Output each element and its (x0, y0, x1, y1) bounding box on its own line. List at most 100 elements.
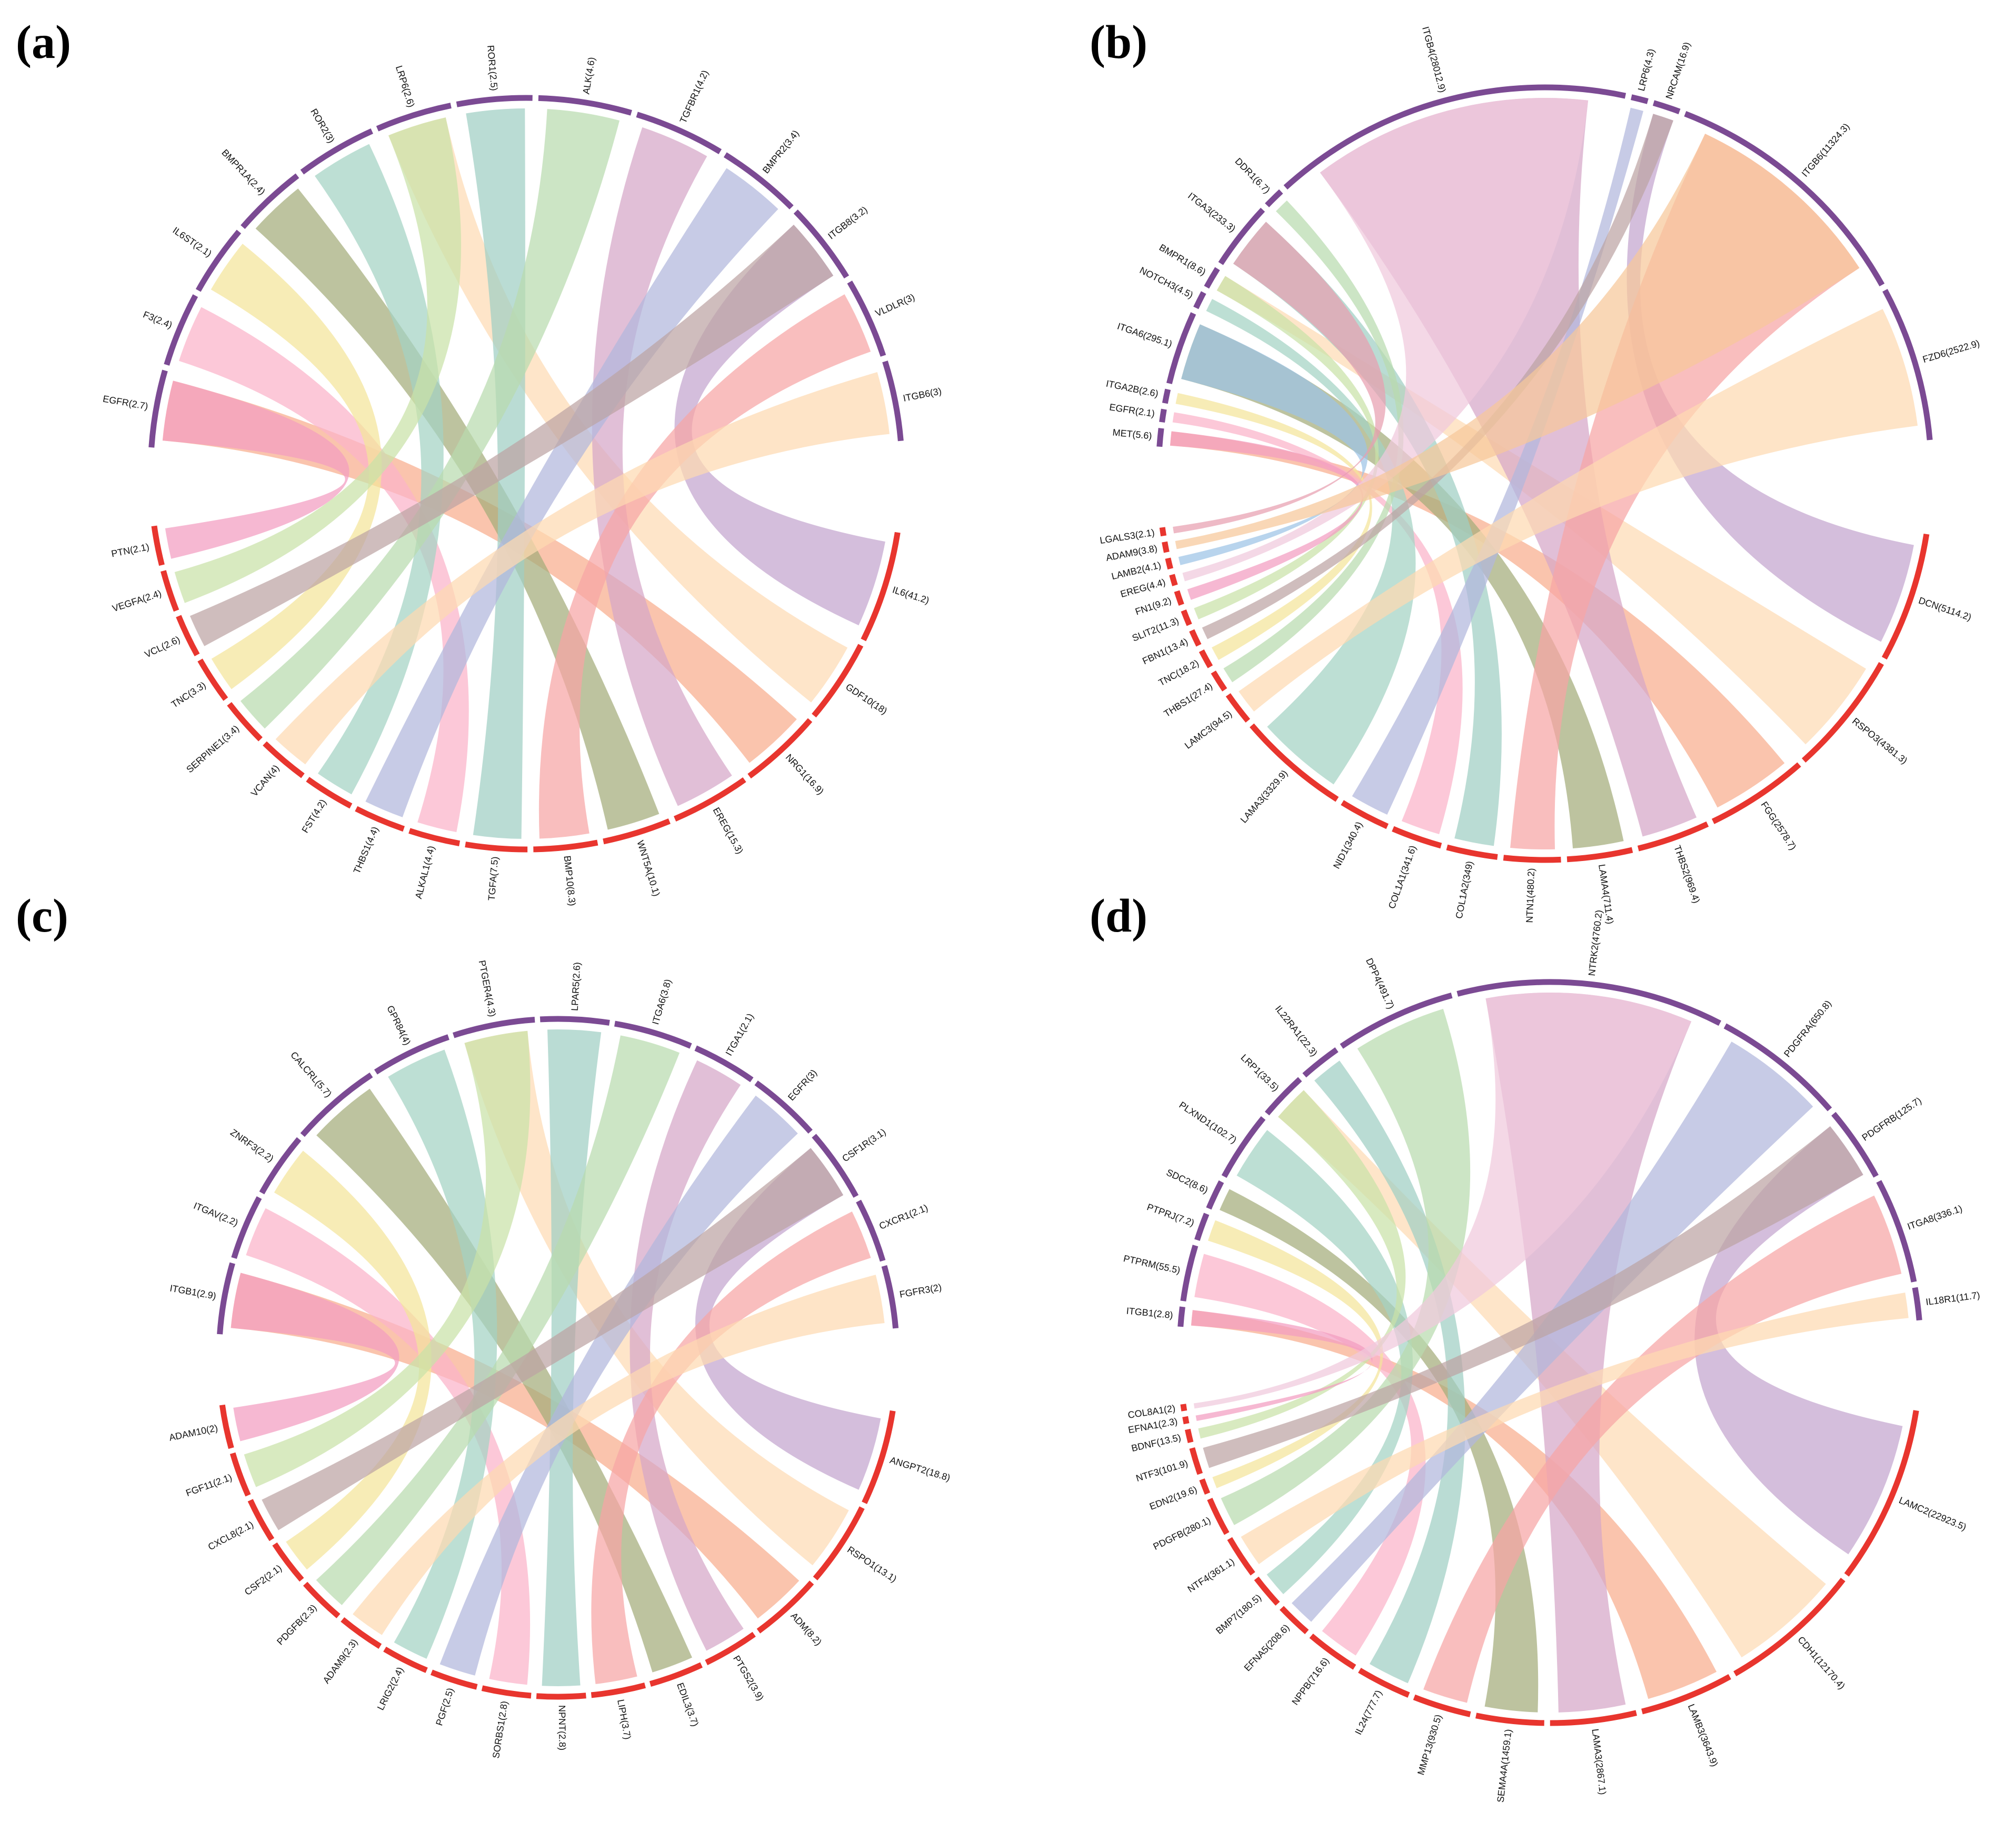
receptor-label: PLXND1(102.7) (1177, 1099, 1239, 1145)
chord-ribbon (1352, 107, 1644, 815)
ligand-label: EDN2(19.6) (1148, 1484, 1199, 1512)
receptor-label: ITGA8(336.1) (1906, 1203, 1964, 1232)
receptor-arc-segment (259, 1137, 302, 1195)
ligand-arc-segment (1566, 847, 1633, 863)
chord-ribbon (1191, 1310, 1373, 1421)
ligand-arc-segment (813, 1506, 865, 1580)
receptor-label: ZNRF3(2.2) (228, 1127, 276, 1164)
ligand-arc-segment (1503, 855, 1561, 863)
ligand-label: VCL(2.6) (143, 634, 182, 660)
receptor-label: LPAR5(2.6) (570, 962, 583, 1012)
ligand-label: CSF2(2.1) (243, 1563, 284, 1597)
ligand-label: SEMA4A(1459.1) (1495, 1729, 1513, 1803)
chord-ribbon (365, 168, 779, 817)
chord-ribbon (275, 372, 890, 765)
chord-ribbon (353, 1275, 885, 1635)
ligand-label: NTF3(101.9) (1135, 1458, 1189, 1484)
ligand-arc-segment (341, 1617, 382, 1649)
ligand-arc-segment (1711, 762, 1801, 824)
ligand-label: CXCL8(2.1) (206, 1519, 255, 1552)
chord-panel-1: (a) ITGB6(3) VLDLR(3) ITGB8(3.2) BMPR2(3.4) T… (16, 16, 942, 906)
ligand-label: LRIG2(2.4) (375, 1665, 406, 1712)
receptor-label: ITGB8(3.2) (826, 204, 870, 241)
chord-ribbons (1191, 993, 1909, 1713)
receptor-arc-segment (164, 294, 198, 366)
ligand-label: NTF4(361.1) (1186, 1556, 1236, 1595)
receptor-arc-segment (754, 1080, 813, 1134)
ligand-label: PGF(2.5) (434, 1687, 456, 1727)
receptor-arc-segment (847, 281, 886, 357)
receptor-label: ITGA3(233.3) (1186, 191, 1237, 234)
receptor-label: ITGA1(2.1) (723, 1012, 755, 1057)
ligand-label: FN1(9.2) (1134, 595, 1173, 617)
chord-ribbon (440, 1095, 798, 1676)
ligand-arc-segment (1189, 1447, 1203, 1475)
receptor-label: IL6ST(2.1) (171, 225, 214, 259)
receptor-label: SDC2(8.6) (1165, 1167, 1210, 1195)
ligand-arc-segment (1159, 527, 1167, 537)
receptor-arc-segment (1159, 408, 1167, 423)
ligand-arc-segment (383, 1646, 428, 1673)
chord-ribbon (1172, 412, 1463, 835)
chord-ribbon (1178, 324, 1368, 565)
receptor-label: DPP4(491.7) (1364, 956, 1396, 1010)
receptor-arc-segment (1876, 1180, 1917, 1283)
chord-ribbon (466, 108, 525, 839)
receptor-label: ITGA6(295.1) (1116, 321, 1174, 349)
ligand-label: NPPB(716.6) (1290, 1656, 1331, 1707)
receptor-label: PTPRM(55.5) (1122, 1253, 1181, 1276)
ligand-arc-segment (756, 1580, 814, 1634)
ligand-arc-segment (1475, 1713, 1544, 1726)
ligand-label: VCAN(4) (249, 763, 282, 798)
ligand-label: ADAM10(2) (168, 1423, 218, 1443)
ligand-arc-segment (306, 777, 353, 809)
ligand-arc-segment (673, 777, 746, 822)
receptor-label: EGFR(2.1) (1109, 402, 1155, 419)
chord-panel-3: (c) FGFR3(2) CXCR1(2.1) CSF1R(3.1) EGFR(3) IT… (16, 890, 952, 1759)
receptor-label: NRCAM(16.9) (1664, 41, 1693, 101)
receptor-arc-segment (300, 1072, 373, 1137)
receptor-label: CALCRL(5.7) (288, 1049, 334, 1099)
ligand-label: BDNF(13.5) (1130, 1432, 1182, 1454)
ligand-arc-segment (1165, 557, 1173, 570)
ligand-label: TGFA(7.5) (486, 856, 501, 901)
ligand-label: EREG(15.3) (711, 806, 745, 856)
chord-ribbon (240, 109, 620, 729)
ligand-label: ADAM9(2.3) (321, 1637, 360, 1685)
ligand-arc-segment (536, 1693, 586, 1700)
ligand-label: EDIL3(3.7) (675, 1681, 701, 1728)
ligand-label: ADAM9(3.8) (1105, 543, 1158, 563)
ligand-label: LAMB3(3643.9) (1686, 1703, 1720, 1768)
ligand-arc-segment (151, 525, 165, 566)
chord-ribbon (1182, 98, 1589, 582)
receptor-arc-segment (374, 1034, 450, 1075)
receptor-label: CXCR1(2.1) (877, 1203, 929, 1232)
ligand-arc-segment (1844, 1410, 1919, 1577)
ligand-arc-segment (1641, 1674, 1731, 1715)
chord-ribbon (1170, 431, 1785, 808)
ligand-arc-segment (465, 842, 528, 853)
ligand-arc-segment (812, 644, 864, 718)
chord-ribbon (591, 1212, 871, 1684)
ligand-arc-segment (1169, 574, 1178, 586)
ligand-label: NRG1(16.9) (784, 752, 826, 797)
receptor-arc-segment (1302, 1047, 1339, 1078)
ligand-label: LGALS3(2.1) (1099, 527, 1155, 546)
receptor-arc-segment (1156, 428, 1164, 447)
ligand-label: NID1(340.4) (1331, 820, 1364, 870)
ligand-arc-segment (1392, 826, 1442, 849)
receptor-arc-segment (1283, 84, 1626, 190)
receptor-label: BMPR1A(2.4) (219, 147, 267, 197)
ligand-arc-segment (1211, 670, 1227, 692)
receptor-label: ITGB6(3) (902, 386, 942, 404)
receptor-arc-segment (812, 1134, 859, 1198)
receptor-arc-segment (1340, 992, 1453, 1049)
receptor-arc-segment (1177, 1306, 1185, 1327)
receptor-label: FZD6(2522.9) (1921, 338, 1981, 365)
receptor-label: MET(5.6) (1112, 427, 1153, 442)
chord-ribbon (1198, 1090, 1406, 1439)
receptor-arc-segment (538, 95, 632, 116)
ligand-arc-segment (1174, 590, 1184, 606)
ligand-label: PDGFB(280.1) (1152, 1515, 1213, 1552)
chord-ribbon (189, 225, 834, 646)
